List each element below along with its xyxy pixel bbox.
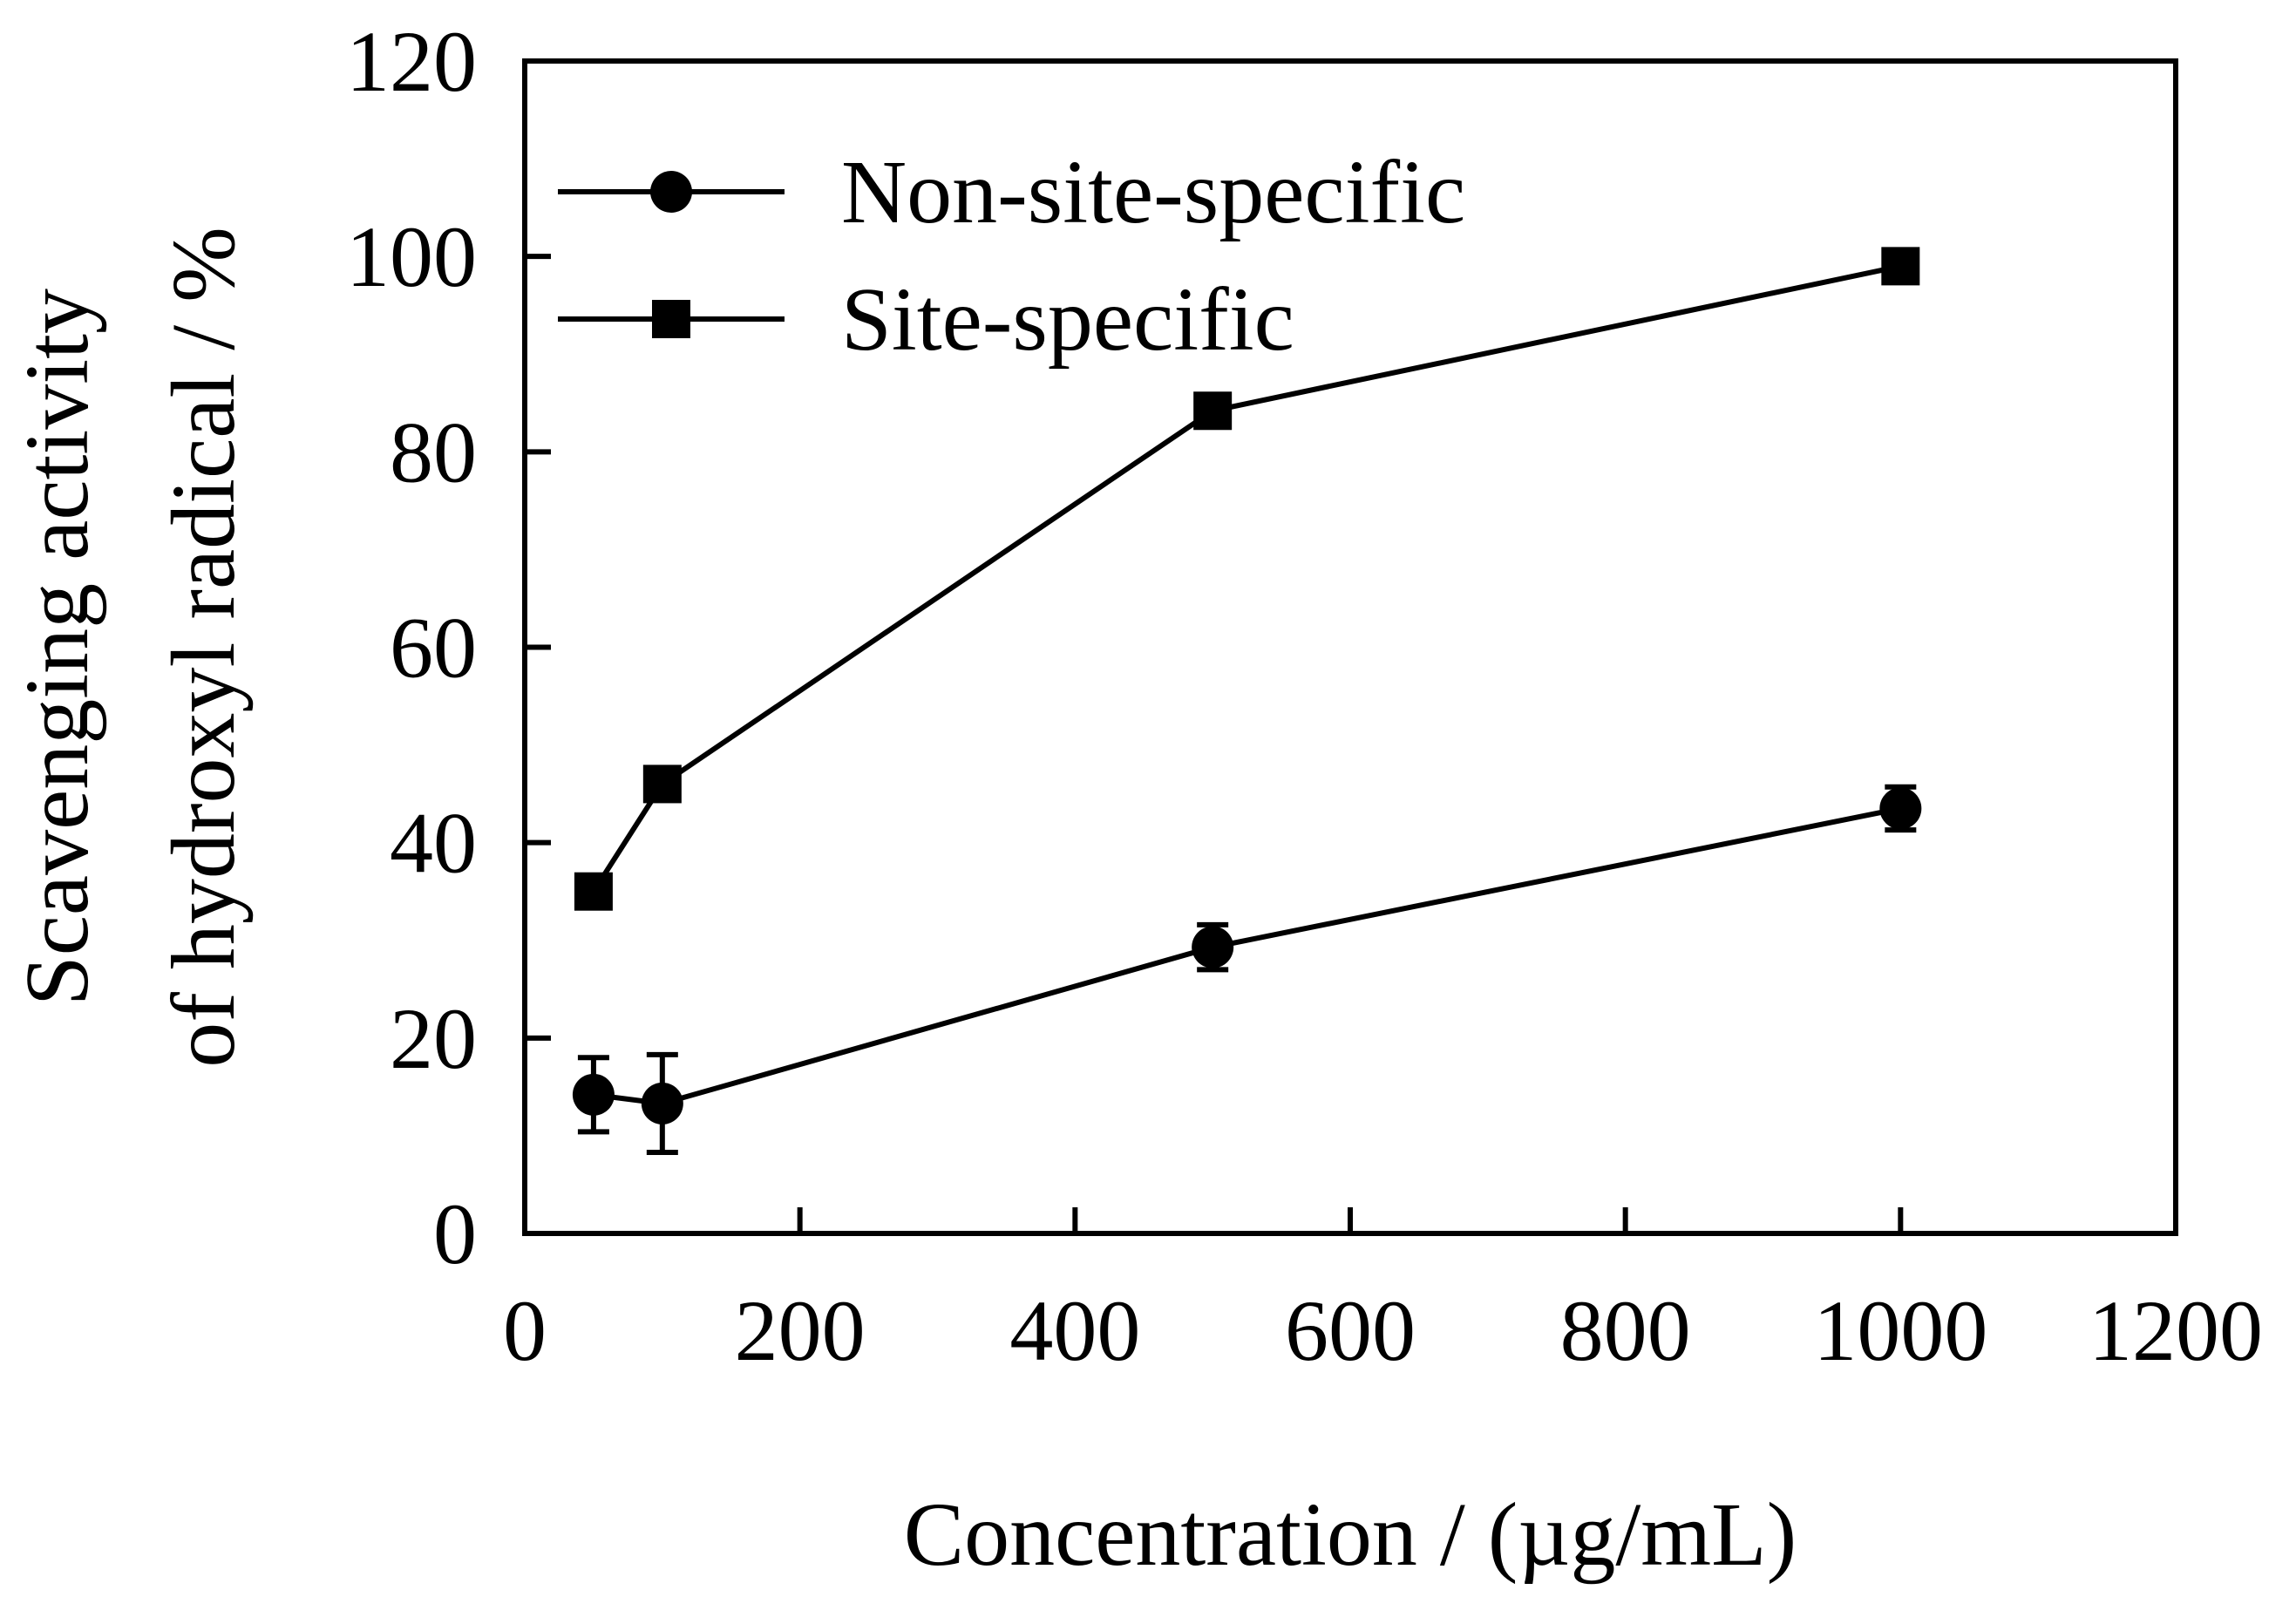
y-tick-label: 60 — [390, 600, 477, 696]
series-line — [591, 263, 1901, 893]
legend: Non-site-specific Site-specific — [558, 142, 1465, 370]
data-point — [642, 764, 682, 804]
y-tick-label: 20 — [390, 990, 477, 1087]
legend-label: Site-specific — [841, 269, 1294, 370]
x-tick-label: 600 — [1285, 1282, 1416, 1379]
x-tick-label: 1200 — [2089, 1282, 2263, 1379]
data-point — [1879, 787, 1922, 830]
y-tick-label: 80 — [390, 404, 477, 500]
data-point — [1193, 391, 1233, 431]
y-tick-label: 100 — [346, 208, 477, 305]
axis-ticks — [525, 254, 1904, 1233]
legend-item-non-site-specific: Non-site-specific — [558, 142, 1465, 242]
data-point — [1881, 247, 1920, 286]
y-axis-title-line-1: Scavenging activity — [7, 289, 107, 1006]
x-tick-label: 800 — [1560, 1282, 1691, 1379]
y-tick-label: 0 — [433, 1186, 477, 1282]
series-site-specific — [574, 247, 1920, 911]
x-axis-title: Concentration / (µg/mL) — [904, 1485, 1797, 1585]
y-axis-title-line-2: of hydroxyl radical / % — [153, 227, 254, 1068]
x-tick-label: 1000 — [1813, 1282, 1987, 1379]
data-point — [574, 872, 613, 911]
y-tick-label: 120 — [346, 13, 477, 110]
y-tick-label: 40 — [390, 795, 477, 892]
legend-marker — [652, 300, 690, 338]
data-point — [641, 1082, 683, 1124]
legend-item-site-specific: Site-specific — [558, 269, 1294, 370]
series-non-site-specific — [572, 784, 1922, 1155]
axis-tick-labels: 0 200 400 600 800 1000 1200 0 20 40 60 80 100 120 — [346, 13, 2263, 1379]
plot-frame — [522, 58, 2178, 1236]
data-point — [572, 1073, 615, 1116]
data-point — [1192, 926, 1234, 968]
legend-marker — [650, 171, 692, 213]
x-tick-label: 200 — [735, 1282, 866, 1379]
x-tick-label: 0 — [503, 1282, 547, 1379]
x-tick-label: 400 — [1009, 1282, 1140, 1379]
data-series — [572, 247, 1922, 1155]
legend-label: Non-site-specific — [841, 142, 1465, 242]
series-line — [593, 805, 1901, 1106]
